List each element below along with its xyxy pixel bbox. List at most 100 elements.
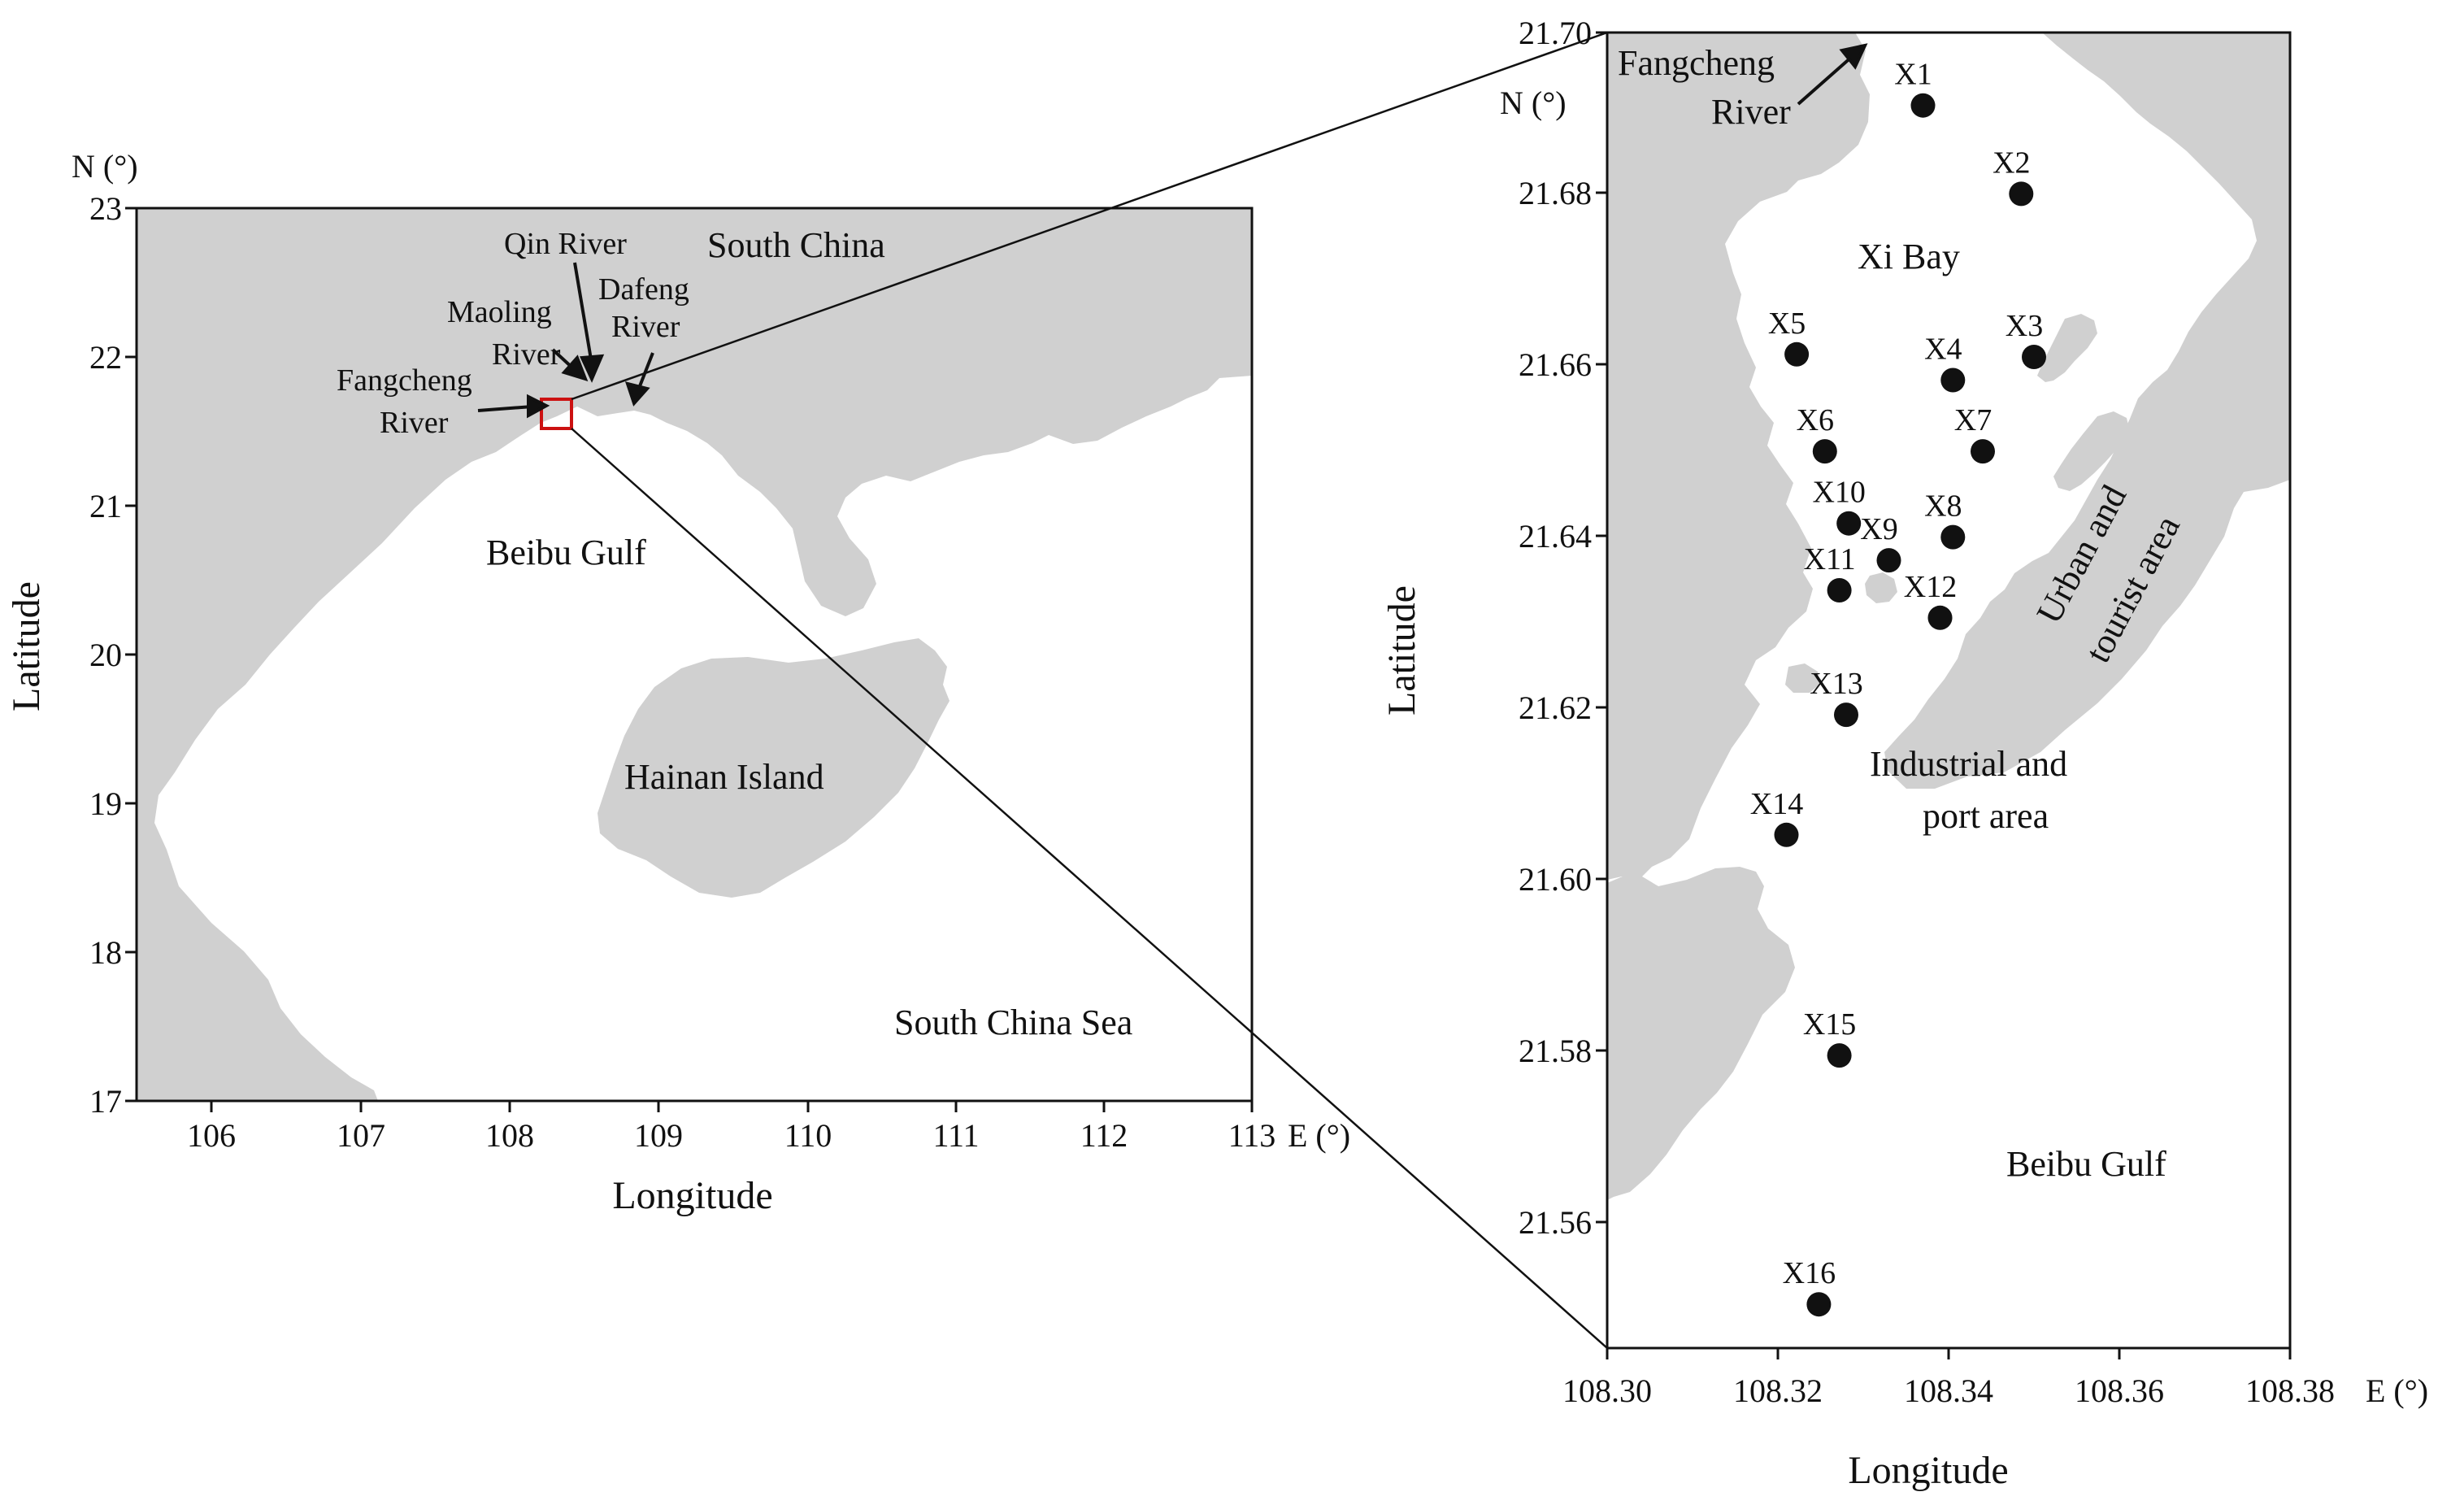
detail-west-shore xyxy=(1607,33,1870,880)
arrow-head-fangcheng-river-overview xyxy=(527,394,550,419)
site-label-x7: X7 xyxy=(1954,403,1992,437)
arrow-fangcheng-river-detail xyxy=(1797,54,1855,106)
label-industrial-port-area-2: port area xyxy=(1923,796,2049,836)
detail-map: 108.30 108.32 108.34 108.36 108.38 E (°)… xyxy=(1380,15,2428,1492)
label-beibu-gulf-detail: Beibu Gulf xyxy=(2006,1144,2166,1184)
detail-y-tick-21-60: 21.60 xyxy=(1519,861,1592,898)
label-south-china-sea: South China Sea xyxy=(894,1003,1132,1042)
detail-y-tick-21-58: 21.58 xyxy=(1519,1033,1592,1069)
connector-top xyxy=(571,31,1608,401)
overview-y-tick-19: 19 xyxy=(89,785,122,822)
site-marker-x16 xyxy=(1806,1292,1832,1317)
site-marker-x7 xyxy=(1971,439,1995,464)
overview-y-axis: 17 18 19 20 21 22 23 N (°) Latitude xyxy=(5,148,138,1120)
detail-central-islet xyxy=(1865,572,1897,603)
overview-y-tick-21: 21 xyxy=(89,488,122,524)
detail-fangcheng-arrow xyxy=(1797,43,1868,106)
overview-y-tick-18: 18 xyxy=(89,934,122,971)
overview-y-tick-20: 20 xyxy=(89,637,122,673)
label-south-china: South China xyxy=(707,225,885,265)
overview-river-arrows xyxy=(477,262,654,419)
site-marker-x9 xyxy=(1876,548,1901,573)
arrow-head-fangcheng-river-detail xyxy=(1839,43,1868,70)
detail-east-island-upper xyxy=(2037,314,2097,382)
detail-west-islet xyxy=(1785,663,1819,693)
detail-x-tick-108-34: 108.34 xyxy=(1904,1372,1993,1409)
site-marker-x8 xyxy=(1940,524,1966,550)
detail-y-tick-21-68: 21.68 xyxy=(1519,175,1592,211)
detail-y-unit: N (°) xyxy=(1500,85,1567,121)
site-label-x15: X15 xyxy=(1803,1007,1856,1042)
study-area-box xyxy=(540,398,573,430)
arrow-qin-river xyxy=(573,262,593,365)
site-marker-x13 xyxy=(1834,702,1858,728)
overview-x-title: Longitude xyxy=(612,1174,772,1217)
overview-mainland xyxy=(137,208,1252,1101)
overview-x-tick-109: 109 xyxy=(634,1117,683,1154)
overview-x-axis: 106 107 108 109 110 111 112 113 E (°) Lo… xyxy=(187,1101,1350,1217)
site-marker-x6 xyxy=(1812,439,1837,464)
detail-x-tick-108-38: 108.38 xyxy=(2245,1372,2335,1409)
detail-y-title: Latitude xyxy=(1380,585,1423,716)
arrow-head-dafeng-river xyxy=(624,381,650,407)
overview-y-unit: N (°) xyxy=(72,148,138,185)
label-hainan-island: Hainan Island xyxy=(624,757,824,797)
site-label-x3: X3 xyxy=(2006,309,2043,343)
label-fangcheng-river-detail-2: River xyxy=(1711,92,1791,132)
overview-x-unit: E (°) xyxy=(1288,1117,1350,1154)
site-label-x13: X13 xyxy=(1810,667,1862,701)
detail-y-tick-21-70: 21.70 xyxy=(1519,15,1592,51)
site-label-x4: X4 xyxy=(1924,333,1962,367)
overview-x-tick-110: 110 xyxy=(784,1117,832,1154)
detail-y-tick-21-64: 21.64 xyxy=(1519,518,1592,555)
label-fangcheng-river-overview-1: Fangcheng xyxy=(337,363,472,398)
detail-y-axis: 21.56 21.58 21.60 21.62 21.64 21.66 21.6… xyxy=(1380,15,1607,1241)
detail-x-tick-108-32: 108.32 xyxy=(1733,1372,1823,1409)
site-marker-x2 xyxy=(2009,181,2034,207)
site-marker-x11 xyxy=(1827,578,1852,602)
site-marker-x14 xyxy=(1774,822,1799,847)
label-dafeng-river-2: River xyxy=(611,310,680,344)
hainan-island xyxy=(598,638,950,898)
arrow-head-qin-river xyxy=(579,354,605,383)
detail-x-tick-108-36: 108.36 xyxy=(2075,1372,2164,1409)
label-beibu-gulf-overview: Beibu Gulf xyxy=(486,533,646,572)
overview-x-tick-106: 106 xyxy=(187,1117,236,1154)
overview-map: 106 107 108 109 110 111 112 113 E (°) Lo… xyxy=(5,148,1350,1217)
site-label-x5: X5 xyxy=(1768,307,1806,341)
label-fangcheng-river-overview-2: River xyxy=(380,406,449,440)
zoom-connector-lines xyxy=(571,31,1608,1349)
overview-y-tick-22: 22 xyxy=(89,339,122,376)
overview-x-tick-107: 107 xyxy=(337,1117,385,1154)
overview-place-labels: South China Beibu Gulf Hainan Island Sou… xyxy=(337,225,1132,1042)
site-marker-x1 xyxy=(1910,93,1936,118)
site-label-x14: X14 xyxy=(1750,787,1803,821)
detail-y-tick-21-62: 21.62 xyxy=(1519,689,1592,726)
label-qin-river: Qin River xyxy=(504,227,627,261)
overview-x-tick-112: 112 xyxy=(1080,1117,1128,1154)
detail-x-unit: E (°) xyxy=(2366,1372,2428,1409)
site-marker-x4 xyxy=(1940,368,1966,393)
label-maoling-river-2: River xyxy=(492,337,561,372)
label-maoling-river-1: Maoling xyxy=(447,295,552,329)
site-label-x16: X16 xyxy=(1783,1256,1836,1290)
site-label-x6: X6 xyxy=(1797,403,1834,437)
site-label-x8: X8 xyxy=(1924,489,1962,524)
site-marker-x3 xyxy=(2022,345,2046,369)
site-marker-x10 xyxy=(1836,511,1862,536)
site-marker-x12 xyxy=(1927,605,1953,630)
connector-bottom xyxy=(571,428,1608,1349)
site-label-x11: X11 xyxy=(1804,542,1856,576)
detail-x-axis: 108.30 108.32 108.34 108.36 108.38 E (°)… xyxy=(1562,1348,2428,1492)
site-marker-x5 xyxy=(1784,341,1810,367)
detail-x-tick-108-30: 108.30 xyxy=(1562,1372,1652,1409)
detail-east-island-lower xyxy=(2053,411,2130,491)
overview-x-tick-108: 108 xyxy=(485,1117,534,1154)
site-label-x9: X9 xyxy=(1860,512,1897,546)
detail-y-tick-21-66: 21.66 xyxy=(1519,346,1592,383)
site-label-x2: X2 xyxy=(1992,146,2030,180)
site-label-x10: X10 xyxy=(1812,476,1865,510)
overview-y-title: Latitude xyxy=(5,581,48,711)
